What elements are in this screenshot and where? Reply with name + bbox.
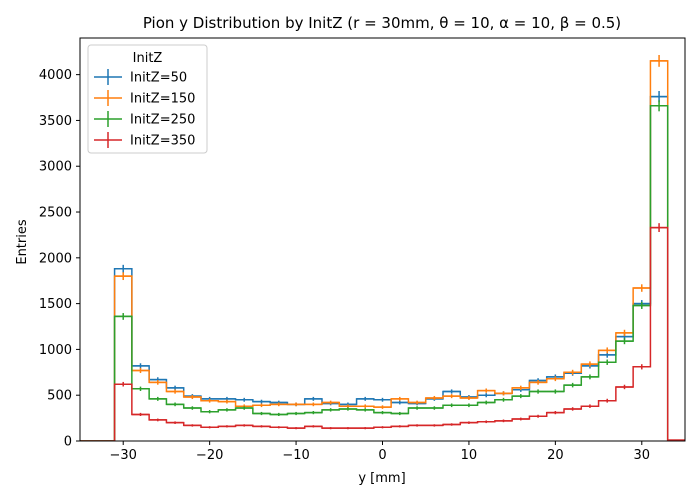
y-tick-label: 1000 bbox=[39, 343, 72, 358]
legend-title: InitZ bbox=[133, 51, 163, 66]
series-initz-250 bbox=[80, 100, 685, 441]
plot-area bbox=[80, 54, 685, 441]
y-tick-label: 0 bbox=[64, 435, 72, 450]
legend-item: InitZ=50 bbox=[94, 69, 187, 86]
y-tick-label: 3000 bbox=[39, 160, 72, 175]
x-tick-label: −10 bbox=[282, 448, 309, 463]
legend: InitZ InitZ=50 InitZ=150 InitZ=250 InitZ=350 bbox=[87, 44, 208, 154]
x-tick-label: 10 bbox=[461, 448, 478, 463]
legend-item: InitZ=150 bbox=[94, 90, 195, 107]
x-tick-label: 30 bbox=[634, 448, 651, 463]
y-tick-label: 500 bbox=[47, 389, 72, 404]
axes: −30 −20 −10 0 10 20 30 0 500 1000 1500 2000 2500 3000… bbox=[39, 37, 686, 463]
y-tick-label: 3500 bbox=[39, 114, 72, 129]
series-initz-150 bbox=[80, 54, 685, 441]
legend-item: InitZ=250 bbox=[94, 111, 195, 128]
legend-item: InitZ=350 bbox=[94, 132, 195, 149]
y-tick-label: 1500 bbox=[39, 297, 72, 312]
x-tick-label: 0 bbox=[378, 448, 386, 463]
y-tick-label: 2500 bbox=[39, 206, 72, 221]
x-axis-label: y [mm] bbox=[358, 471, 405, 486]
x-tick-label: 20 bbox=[547, 448, 564, 463]
legend-label: InitZ=50 bbox=[130, 71, 187, 86]
y-axis-label: Entries bbox=[15, 219, 30, 265]
y-tick-label: 2000 bbox=[39, 251, 72, 266]
chart-title: Pion y Distribution by InitZ (r = 30mm, … bbox=[143, 14, 621, 32]
series-initz-350 bbox=[80, 223, 685, 441]
x-tick-label: −30 bbox=[109, 448, 136, 463]
legend-label: InitZ=150 bbox=[130, 92, 195, 107]
y-tick-label: 4000 bbox=[39, 68, 72, 83]
legend-label: InitZ=350 bbox=[130, 134, 195, 149]
x-tick-label: −20 bbox=[196, 448, 223, 463]
legend-label: InitZ=250 bbox=[130, 113, 195, 128]
legend-box bbox=[87, 44, 208, 154]
